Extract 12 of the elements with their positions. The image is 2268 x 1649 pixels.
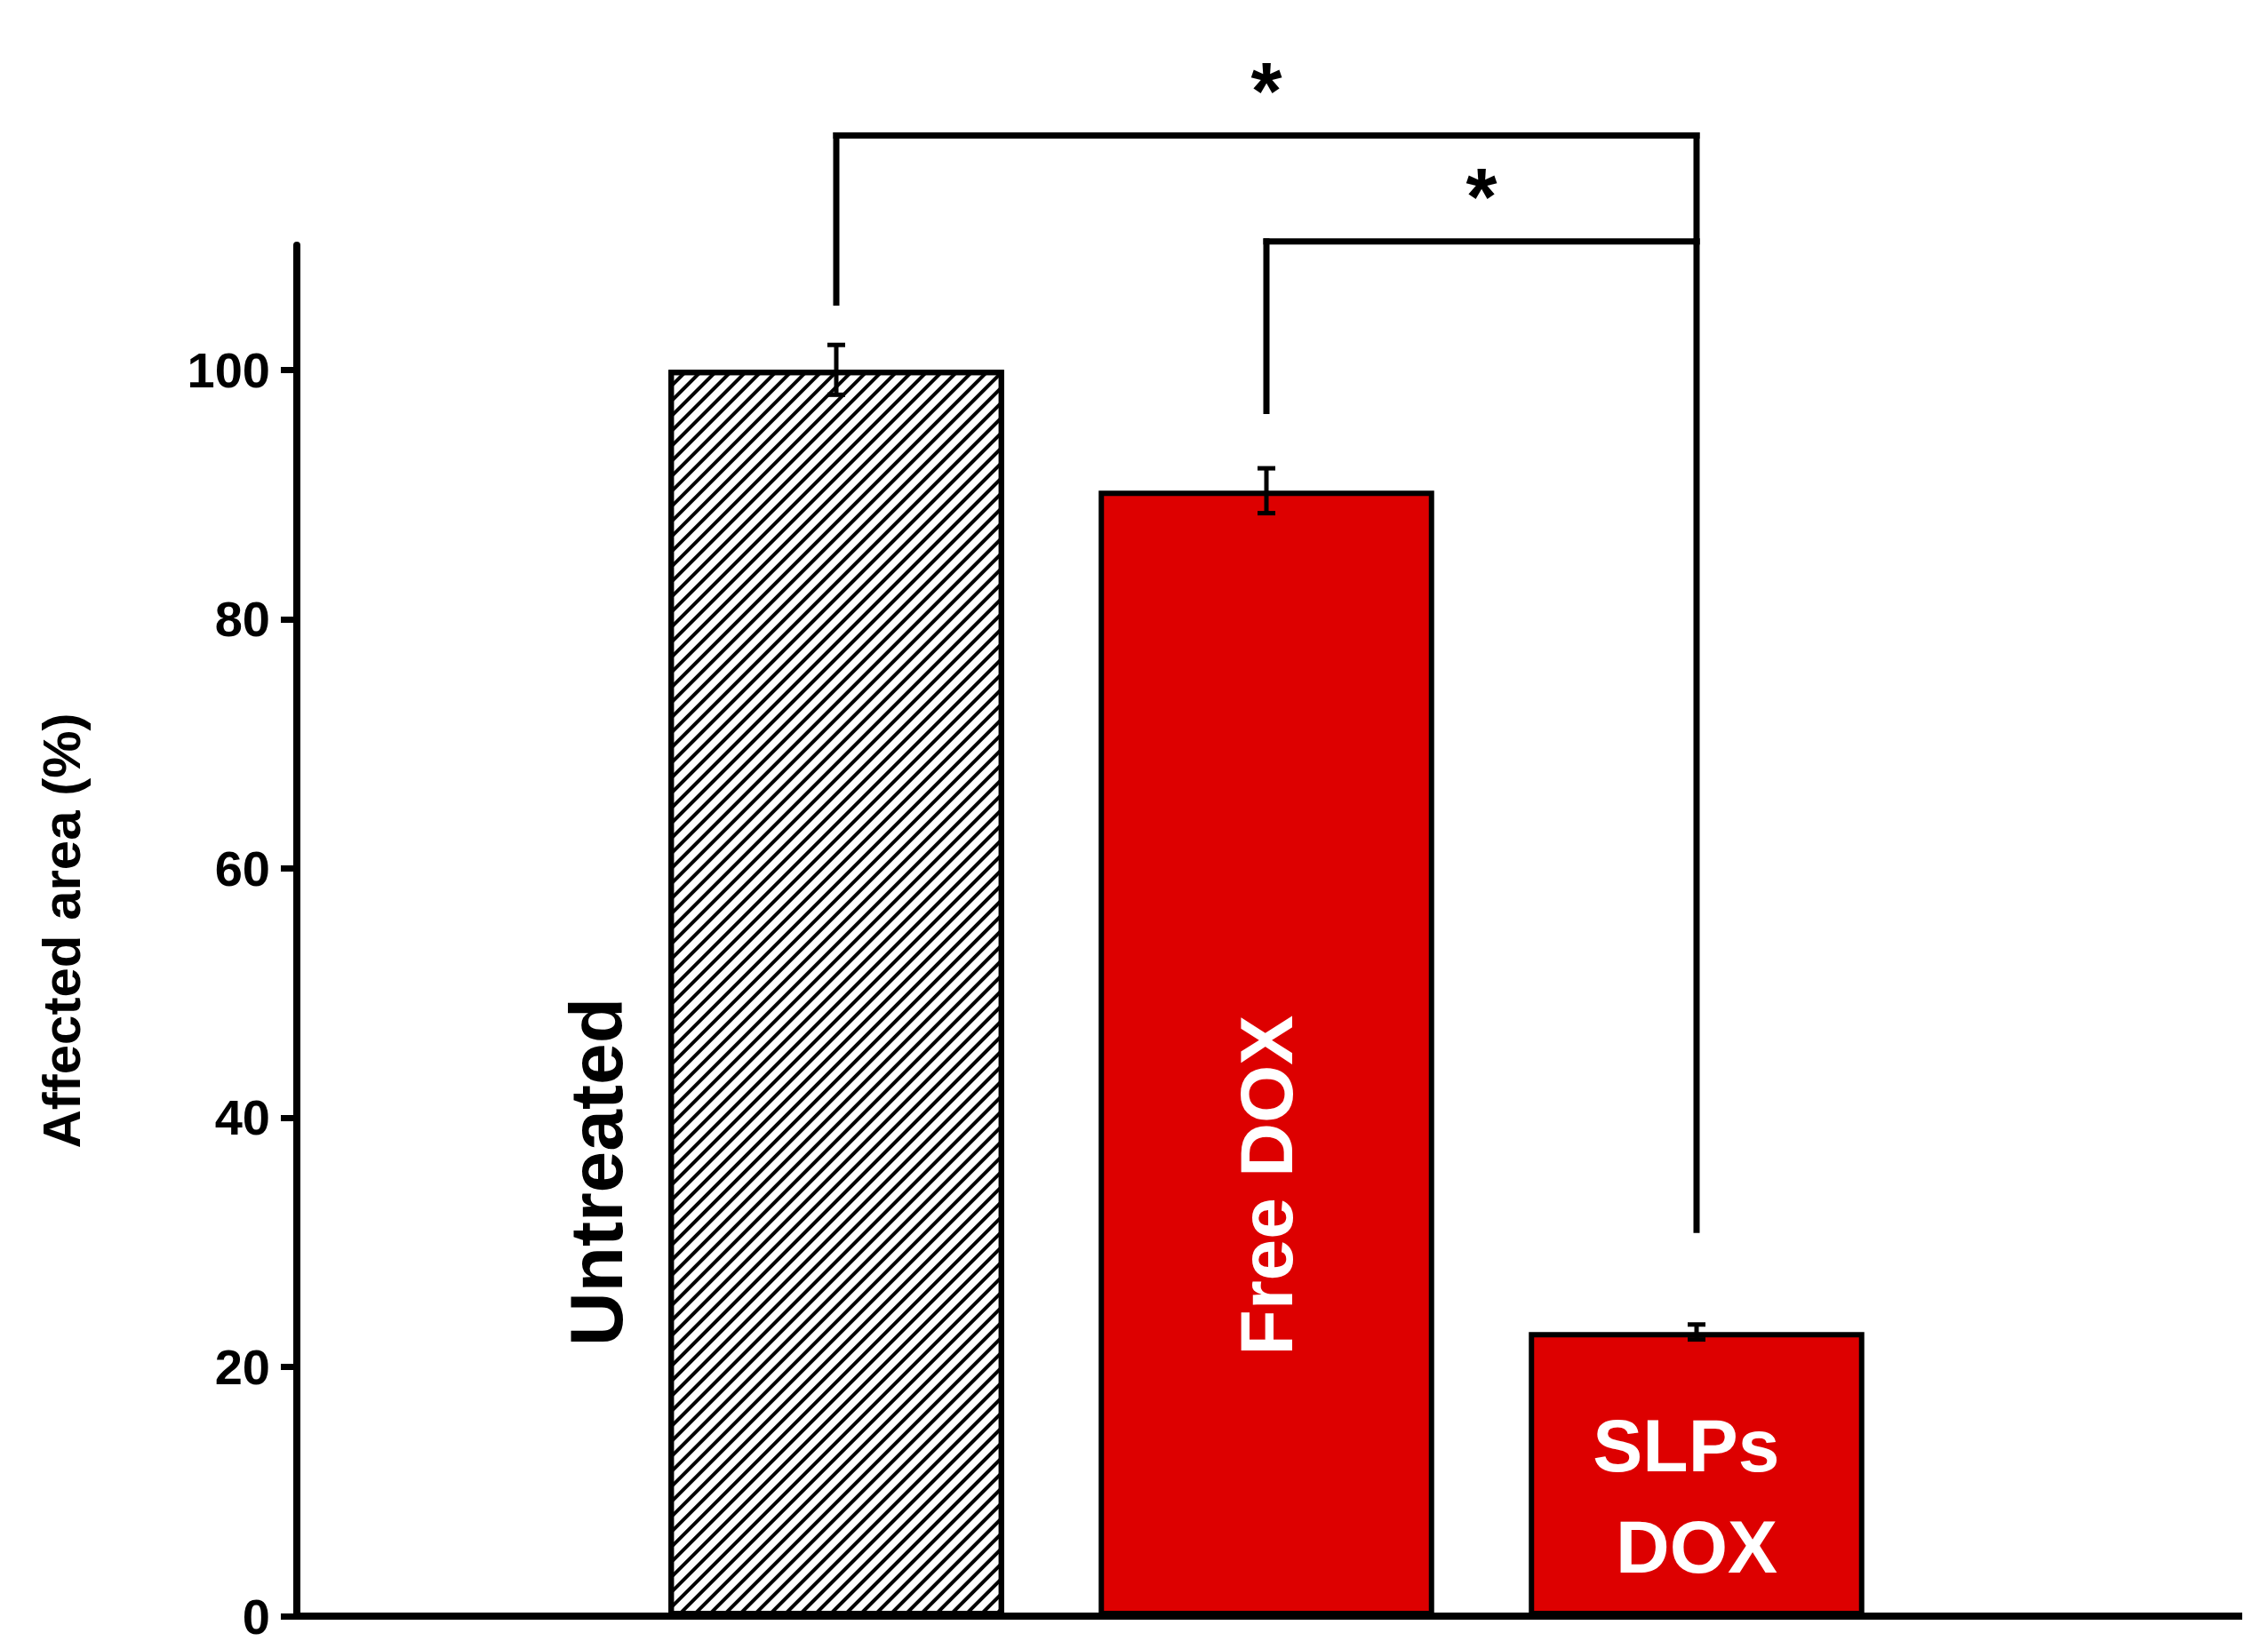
x-tick-label: SLPs DOX [1593, 1404, 1801, 1589]
y-tick-label: 80 [214, 591, 270, 648]
text: * [1250, 46, 1282, 136]
y-tick-label: 20 [214, 1338, 270, 1395]
x-tick-label: Free DOX [1225, 1015, 1308, 1356]
y-tick-label: 100 [187, 341, 270, 398]
text: * [1465, 152, 1497, 242]
y-tick-label: 60 [214, 840, 270, 896]
y-tick-label: 0 [242, 1588, 270, 1645]
y-axis-title: Affected area (%) [31, 713, 92, 1149]
y-tick-label: 40 [214, 1089, 270, 1146]
x-tick-label: Untreated [555, 997, 638, 1347]
